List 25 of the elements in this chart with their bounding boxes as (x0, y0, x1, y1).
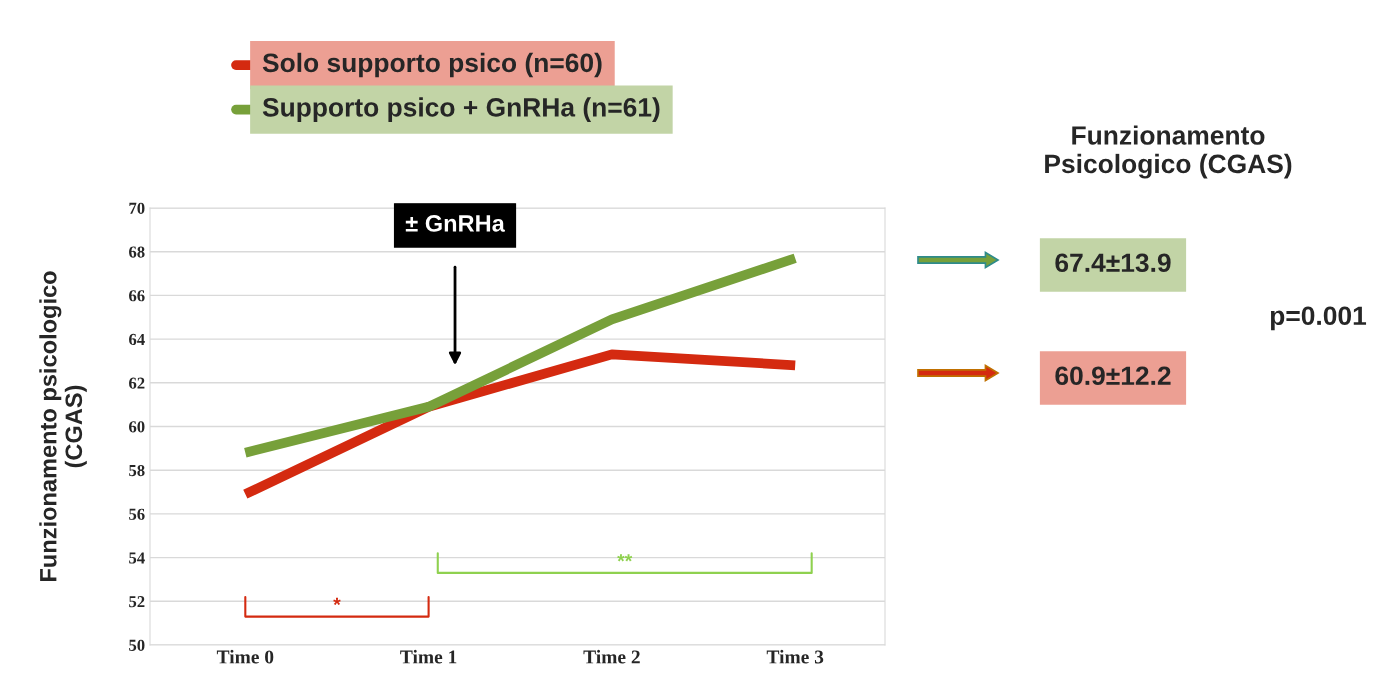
annotation: * (333, 597, 341, 606)
y-tick-label: 50 (129, 639, 145, 651)
x-tick-label: Time 0 (216, 649, 274, 664)
y-tick-label: 62 (129, 377, 145, 389)
text: Funzionamento Psicologico (CGAS) (1045, 125, 1292, 179)
y-tick-label: 54 (129, 552, 145, 564)
annotation: ** (617, 554, 633, 562)
y-tick-label: 66 (129, 290, 145, 302)
y-axis-title: Funzionamento psicologico (CGAS) (39, 271, 87, 581)
y-tick-label: 52 (129, 596, 145, 608)
x-tick-label: Time 1 (400, 649, 457, 664)
y-tick-label: 64 (129, 333, 145, 346)
legend-label: Supporto psico + GnRHa (n=61) (262, 97, 660, 122)
y-tick-label: 58 (129, 464, 145, 477)
y-tick-label: 56 (129, 508, 145, 520)
text: 60.9±12.2 (1055, 366, 1171, 386)
y-tick-label: 68 (129, 246, 145, 258)
x-tick-label: Time 2 (583, 649, 640, 664)
text: p=0.001 (1270, 306, 1367, 331)
text: 67.4±13.9 (1055, 253, 1171, 273)
x-tick-label: Time 3 (766, 649, 824, 664)
annotation: ± GnRHa (405, 215, 505, 232)
legend-label: Solo supporto psico (n=60) (262, 52, 602, 78)
y-tick-label: 60 (129, 421, 145, 433)
y-tick-label: 70 (129, 202, 145, 214)
